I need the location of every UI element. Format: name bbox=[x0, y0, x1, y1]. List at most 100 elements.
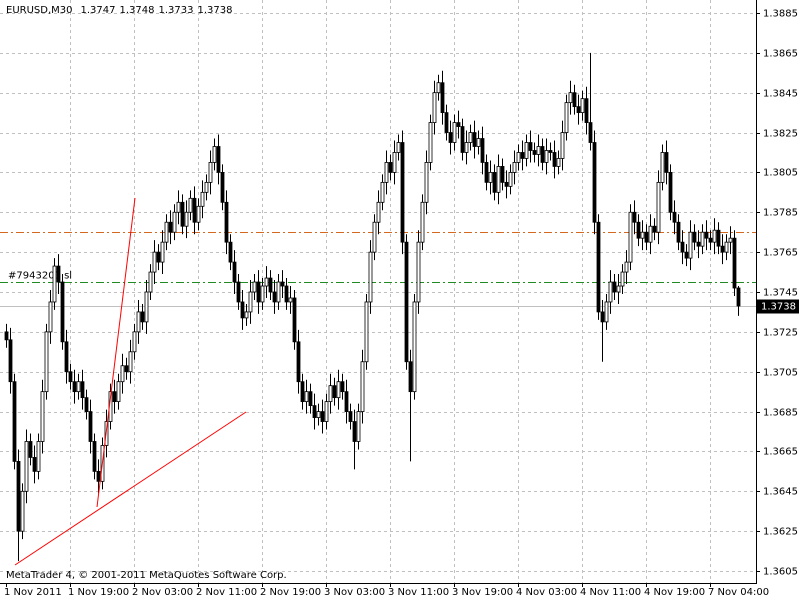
candle-body bbox=[116, 381, 121, 403]
candle-body bbox=[360, 361, 365, 412]
candle-body bbox=[612, 281, 617, 293]
candle-body bbox=[156, 251, 161, 263]
candle-body bbox=[536, 146, 541, 155]
candle-body bbox=[476, 138, 481, 147]
candle-body bbox=[652, 225, 657, 233]
x-tick-label: 4 Nov 11:00 bbox=[580, 587, 641, 598]
candle-body bbox=[356, 411, 361, 442]
candle-body bbox=[172, 211, 177, 233]
candle-body bbox=[72, 381, 77, 393]
candle-body bbox=[592, 142, 597, 223]
candle-body bbox=[700, 231, 705, 247]
candle-body bbox=[180, 201, 185, 227]
candle-body bbox=[436, 82, 441, 94]
candle-body bbox=[328, 385, 333, 403]
candle-body bbox=[48, 301, 53, 333]
symbol: EURUSD,M30 bbox=[6, 5, 72, 16]
last-low: 1.3733 bbox=[158, 5, 193, 16]
candle-body bbox=[204, 181, 209, 193]
candle-body bbox=[276, 281, 281, 303]
candle-body bbox=[28, 441, 33, 458]
candle-body bbox=[384, 162, 389, 183]
x-tick-label: 7 Nov 04:00 bbox=[708, 587, 769, 598]
x-tick-label: 1 Nov 2011 bbox=[4, 587, 62, 598]
candle-body bbox=[412, 301, 417, 393]
candle-body bbox=[668, 172, 673, 213]
candle-body bbox=[680, 241, 685, 253]
candle-body bbox=[376, 201, 381, 223]
candle-body bbox=[548, 150, 553, 153]
candle-body bbox=[208, 162, 213, 183]
candle-body bbox=[144, 291, 149, 323]
candle-body bbox=[468, 132, 473, 143]
candle-body bbox=[184, 211, 189, 227]
y-tick-label: 1.3785 bbox=[763, 208, 798, 219]
candle-body bbox=[532, 150, 537, 155]
x-tick-label: 2 Nov 11:00 bbox=[196, 587, 257, 598]
candle-body bbox=[624, 261, 629, 273]
x-tick-label: 3 Nov 19:00 bbox=[452, 587, 513, 598]
candle-body bbox=[40, 391, 45, 442]
candle-body bbox=[716, 229, 721, 247]
candle-body bbox=[80, 381, 85, 399]
candle-body bbox=[704, 231, 709, 239]
candle-body bbox=[348, 411, 353, 422]
candle-body bbox=[228, 241, 233, 263]
x-tick-label: 4 Nov 03:00 bbox=[516, 587, 577, 598]
candle-body bbox=[556, 158, 561, 167]
candle-body bbox=[456, 122, 461, 127]
candle-body bbox=[732, 237, 737, 289]
candle-body bbox=[220, 172, 225, 203]
x-tick-label: 4 Nov 19:00 bbox=[644, 587, 705, 598]
candle-body bbox=[676, 221, 681, 243]
y-tick-label: 1.3605 bbox=[763, 567, 798, 578]
candle-body bbox=[388, 162, 393, 173]
y-tick-label: 1.3745 bbox=[763, 288, 798, 299]
candle-body bbox=[572, 92, 577, 108]
candle-body bbox=[120, 365, 125, 383]
candle-body bbox=[284, 285, 289, 303]
candle-body bbox=[52, 265, 57, 303]
candle-body bbox=[336, 381, 341, 399]
candle-body bbox=[472, 132, 477, 147]
candle-body bbox=[420, 201, 425, 243]
candle-body bbox=[200, 191, 205, 207]
candle-body bbox=[584, 98, 589, 123]
candle-body bbox=[524, 142, 529, 159]
candle-body bbox=[148, 271, 153, 293]
candle-body bbox=[332, 385, 337, 399]
candle-body bbox=[580, 98, 585, 114]
candle-body bbox=[488, 172, 493, 183]
candle-body bbox=[236, 281, 241, 303]
x-tick-label: 2 Nov 19:00 bbox=[260, 587, 321, 598]
candle-body bbox=[248, 291, 253, 313]
candle-body bbox=[496, 166, 501, 193]
candle-body bbox=[692, 231, 697, 243]
candle-body bbox=[464, 142, 469, 153]
candle-body bbox=[588, 122, 593, 143]
candle-body bbox=[396, 142, 401, 153]
candle-body bbox=[560, 132, 565, 159]
candle-body bbox=[244, 311, 249, 319]
candle-body bbox=[256, 281, 261, 303]
candle-body bbox=[424, 162, 429, 203]
candle-body bbox=[684, 251, 689, 259]
level-label: #7943207 sl bbox=[8, 271, 72, 282]
candle-body bbox=[512, 162, 517, 173]
candle-body bbox=[44, 331, 49, 393]
candle-body bbox=[136, 311, 141, 333]
y-tick-label: 1.3685 bbox=[763, 408, 798, 419]
candle-body bbox=[448, 132, 453, 143]
candle-body bbox=[636, 221, 641, 239]
y-tick-label: 1.3625 bbox=[763, 527, 798, 538]
candle-body bbox=[688, 231, 693, 259]
candle-body bbox=[224, 201, 229, 243]
candle-body bbox=[168, 221, 173, 233]
last-high: 1.3748 bbox=[119, 5, 154, 16]
candle-body bbox=[160, 241, 165, 263]
candle-body bbox=[84, 397, 89, 412]
candle-body bbox=[260, 285, 265, 303]
candle-body bbox=[392, 152, 397, 173]
